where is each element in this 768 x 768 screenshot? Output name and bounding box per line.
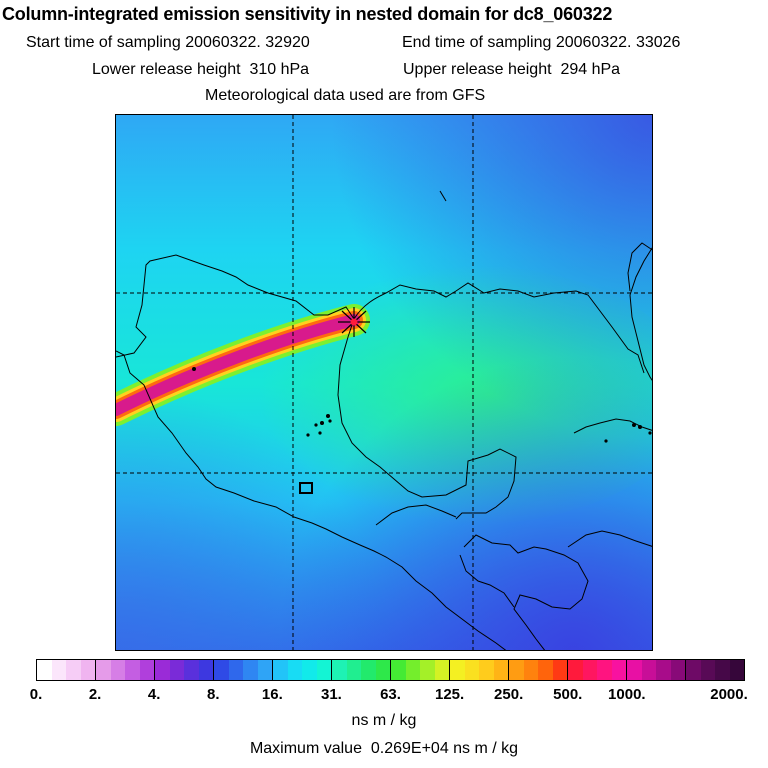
colorbar-tick-label: 125.: [434, 686, 465, 703]
release-upper-value: 294 hPa: [560, 61, 621, 78]
colorbar-segment: [273, 660, 332, 680]
colorbar-segment: [155, 660, 214, 680]
colorbar-swatch: [228, 660, 243, 680]
sampling-start: Start time of sampling 20060322. 32920: [26, 34, 310, 52]
colorbar-swatch: [420, 660, 435, 680]
colorbar-swatch: [509, 660, 524, 680]
colorbar-segment: [568, 660, 627, 680]
colorbar-swatch: [686, 660, 701, 680]
colorbar-tick-label: 250.: [494, 686, 524, 703]
sampling-end: End time of sampling 20060322. 33026: [402, 34, 680, 52]
colorbar-tick-label: 8.: [206, 686, 220, 703]
colorbar-swatch: [273, 660, 288, 680]
colorbar-swatch: [611, 660, 626, 680]
colorbar-swatch: [715, 660, 730, 680]
colorbar-swatch: [287, 660, 302, 680]
sampling-end-label: End time of sampling: [402, 34, 552, 51]
islands: [192, 367, 652, 443]
release-location-marker: [338, 307, 370, 337]
colorbar-swatch: [523, 660, 538, 680]
colorbar-swatch: [670, 660, 685, 680]
colorbar-swatch: [361, 660, 376, 680]
plume-core: [116, 314, 360, 416]
colorbar-swatch: [375, 660, 390, 680]
colorbar-swatch: [257, 660, 272, 680]
colorbar-swatch: [729, 660, 744, 680]
colorbar-swatch: [169, 660, 184, 680]
colorbar-swatch: [479, 660, 494, 680]
colorbar-swatch: [450, 660, 465, 680]
colorbar-swatch: [214, 660, 229, 680]
release-lower-value: 310 hPa: [249, 61, 310, 78]
colorbar-segment: [627, 660, 686, 680]
colorbar-swatch: [37, 660, 52, 680]
colorbar-tick-label: 2000.: [710, 686, 748, 703]
colorbar-segment: [686, 660, 744, 680]
colorbar-segment: [450, 660, 509, 680]
met-data-note: Meteorological data used are from GFS: [205, 87, 486, 104]
sampling-end-value: 20060322. 33026: [555, 34, 681, 51]
coastlines: [116, 190, 652, 650]
figure-title: Column-integrated emission sensitivity i…: [2, 4, 613, 24]
maximum-value-label: Maximum value: [249, 740, 362, 757]
colorbar-swatch: [568, 660, 583, 680]
colorbar-swatch: [80, 660, 95, 680]
colorbar-swatch: [139, 660, 154, 680]
colorbar-swatch: [302, 660, 317, 680]
colorbar-swatch: [391, 660, 406, 680]
colorbar-swatch: [597, 660, 612, 680]
colorbar-segment: [509, 660, 568, 680]
colorbar-tick-label: 0.: [29, 686, 43, 703]
colorbar-swatch: [66, 660, 81, 680]
colorbar-swatch: [405, 660, 420, 680]
colorbar-swatch: [184, 660, 199, 680]
colorbar-swatch: [552, 660, 567, 680]
colorbar-swatch: [464, 660, 479, 680]
map-canvas: [116, 115, 652, 650]
maximum-value: Maximum value 0.269E+04 ns m / kg: [0, 740, 768, 758]
colorbar-units: ns m / kg: [351, 712, 417, 729]
colorbar-swatch: [125, 660, 140, 680]
colorbar-tick-label: 4.: [147, 686, 161, 703]
colorbar-swatch: [332, 660, 347, 680]
colorbar-tick-label: 31.: [320, 686, 342, 703]
colorbar-swatch: [198, 660, 213, 680]
colorbar-swatch: [582, 660, 597, 680]
colorbar: [36, 659, 745, 681]
colorbar-swatch: [700, 660, 715, 680]
sampling-start-value: 20060322. 32920: [185, 34, 310, 51]
colorbar-segment: [332, 660, 391, 680]
maximum-value-number: 0.269E+04 ns m / kg: [370, 740, 519, 757]
sensitivity-map: [115, 114, 653, 651]
colorbar-tick-label: 500.: [553, 686, 583, 703]
sampling-start-label: Start time of sampling: [26, 34, 181, 51]
colorbar-segment: [391, 660, 450, 680]
colorbar-tick-label: 2.: [88, 686, 102, 703]
release-lower-label: Lower release height: [92, 61, 241, 78]
colorbar-segment: [96, 660, 155, 680]
release-upper: Upper release height 294 hPa: [403, 61, 620, 79]
colorbar-swatch: [316, 660, 331, 680]
colorbar-swatch: [493, 660, 508, 680]
colorbar-tick-label: 16.: [261, 686, 283, 703]
release-lower: Lower release height 310 hPa: [92, 61, 309, 79]
colorbar-tick-label: 1000.: [608, 686, 646, 703]
colorbar-swatch: [110, 660, 125, 680]
colorbar-swatch: [434, 660, 449, 680]
colorbar-swatch: [641, 660, 656, 680]
colorbar-swatch: [627, 660, 642, 680]
colorbar-swatch: [96, 660, 111, 680]
colorbar-swatch: [346, 660, 361, 680]
colorbar-segment: [37, 660, 96, 680]
colorbar-tick-label: 63.: [380, 686, 401, 703]
colorbar-segment: [214, 660, 273, 680]
colorbar-swatch: [538, 660, 553, 680]
colorbar-swatch: [155, 660, 170, 680]
colorbar-swatch: [51, 660, 66, 680]
colorbar-swatch: [243, 660, 258, 680]
release-upper-label: Upper release height: [403, 61, 552, 78]
colorbar-swatch: [656, 660, 671, 680]
